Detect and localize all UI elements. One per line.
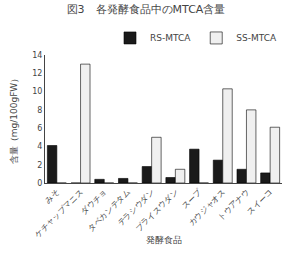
svg-text:ダウチョ: ダウチョ [80, 187, 109, 216]
svg-text:2: 2 [37, 161, 42, 170]
svg-text:プライスウダン: プライスウダン [134, 187, 180, 233]
svg-text:RS-MTCA: RS-MTCA [150, 33, 191, 43]
svg-text:図3 各発酵食品中のMTCA含量: 図3 各発酵食品中のMTCA含量 [67, 3, 226, 16]
svg-text:12: 12 [32, 69, 42, 78]
svg-text:カウジャオス: カウジャオス [187, 187, 227, 227]
svg-text:発酵食品: 発酵食品 [146, 235, 182, 245]
svg-text:4: 4 [37, 142, 42, 151]
svg-text:ケチャップマニス: ケチャップマニス [33, 187, 85, 239]
svg-text:SS-MTCA: SS-MTCA [236, 33, 277, 43]
svg-text:10: 10 [32, 87, 42, 96]
svg-text:8: 8 [37, 106, 42, 115]
svg-text:0: 0 [37, 179, 42, 188]
svg-text:スイーコ: スイーコ [245, 187, 274, 216]
svg-text:6: 6 [37, 124, 42, 133]
svg-text:スープ: スープ [180, 187, 204, 211]
svg-text:みそ: みそ [43, 187, 61, 205]
svg-text:含量（mg/100gFW）: 含量（mg/100gFW） [9, 74, 19, 164]
svg-text:14: 14 [32, 51, 42, 60]
svg-text:タベカンテタム: タベカンテタム [86, 187, 132, 233]
svg-text:トウアナウ: トウアナウ [216, 187, 251, 222]
svg-text:テラシウダン: テラシウダン [116, 187, 156, 227]
